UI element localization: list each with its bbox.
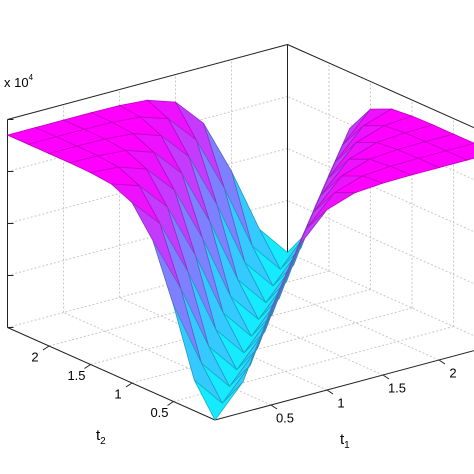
axis-edge bbox=[7, 44, 288, 120]
x-tick-label: 1.5 bbox=[388, 380, 406, 395]
y-tick-label: 0.5 bbox=[150, 405, 168, 420]
x-tick-label: 1 bbox=[337, 395, 344, 410]
z-grid-line bbox=[287, 252, 474, 337]
z-exponent: x 104 bbox=[4, 73, 34, 90]
y-tick bbox=[125, 382, 133, 388]
x-tick-label: 0.5 bbox=[276, 410, 294, 425]
y-tick bbox=[167, 401, 174, 406]
x-tick bbox=[326, 389, 334, 395]
x-tick bbox=[270, 404, 278, 410]
axis-edge bbox=[287, 44, 474, 129]
z-grid-line bbox=[287, 148, 474, 233]
x-tick-label: 2 bbox=[449, 365, 456, 380]
x-tick bbox=[438, 359, 446, 365]
surface-patch bbox=[193, 379, 244, 421]
y-tick-label: 1 bbox=[114, 386, 121, 401]
y-tick-label: 1.5 bbox=[67, 368, 85, 383]
y-tick bbox=[84, 364, 91, 369]
x-tick bbox=[382, 374, 390, 380]
axis-edge bbox=[214, 350, 474, 421]
x-axis-label: t1 bbox=[340, 431, 350, 451]
y-tick bbox=[42, 345, 50, 351]
y-tick-label: 2 bbox=[31, 349, 38, 364]
y-grid-line bbox=[131, 307, 413, 384]
y-axis-label: t2 bbox=[96, 427, 106, 447]
axis-edge bbox=[7, 327, 216, 421]
